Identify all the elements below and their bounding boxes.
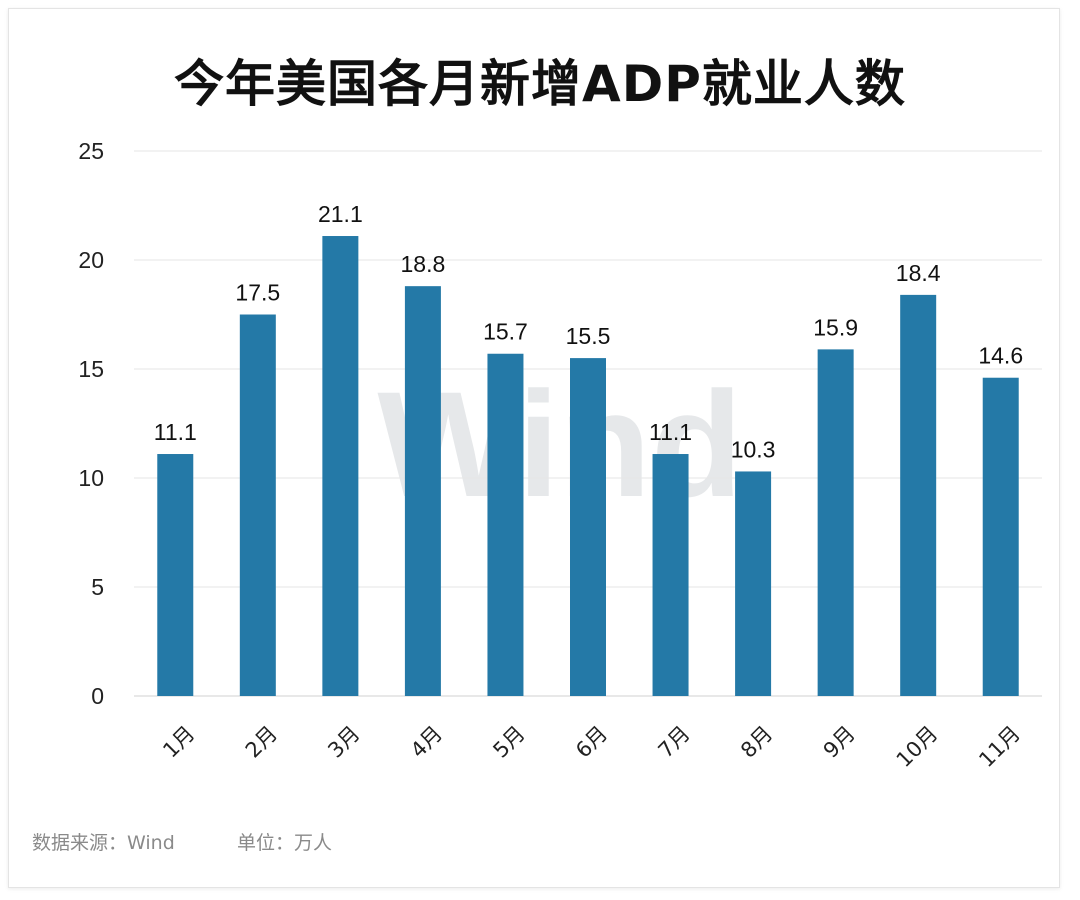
data-label: 11.1 [154, 419, 197, 445]
bar [157, 454, 194, 696]
y-tick-label: 10 [78, 465, 104, 491]
data-label: 15.7 [483, 319, 528, 345]
data-label: 10.3 [731, 436, 776, 462]
y-tick-label: 25 [78, 138, 104, 164]
bar [900, 294, 937, 696]
data-label: 18.8 [401, 251, 446, 277]
y-tick-label: 15 [78, 356, 104, 382]
data-label: 17.5 [235, 280, 280, 306]
x-category-label: 7月 [654, 721, 695, 762]
x-category-label: 10月 [892, 721, 943, 772]
bar [322, 236, 359, 696]
unit-note: 单位：万人 [237, 832, 333, 854]
source-note: 数据来源：Wind [32, 832, 175, 854]
bars [157, 236, 1019, 696]
bar [982, 377, 1019, 696]
x-category-label: 11月 [974, 721, 1025, 772]
data-label: 11.1 [649, 419, 692, 445]
x-category-label: 8月 [736, 721, 777, 762]
bar [817, 349, 854, 696]
x-category-label: 3月 [323, 721, 364, 762]
data-labels: 11.1 17.5 21.1 18.8 15.7 15.5 11.1 10.3 15.9 18.4… [154, 201, 1023, 462]
data-label: 18.4 [896, 260, 941, 286]
bar [652, 454, 689, 696]
bar [487, 353, 524, 696]
bar [570, 358, 606, 696]
bar [735, 471, 772, 696]
y-tick-label: 0 [91, 683, 104, 709]
x-category-label: 5月 [488, 721, 529, 762]
data-label: 15.9 [813, 314, 858, 340]
y-tick-label: 5 [91, 574, 104, 600]
y-tick-label: 20 [78, 247, 104, 273]
data-label: 15.5 [566, 323, 611, 349]
chart-card [8, 8, 1060, 888]
y-axis-ticks: 0 5 10 15 20 25 [78, 138, 104, 709]
x-category-label: 4月 [406, 721, 447, 762]
x-axis-categories: 1月 2月 3月 4月 5月 6月 7月 8月 9月 10月 11月 [158, 721, 1025, 772]
bar [239, 314, 276, 696]
bar [404, 286, 441, 696]
x-category-label: 1月 [158, 721, 199, 762]
chart-title: 今年美国各月新增ADP就业人数 [174, 55, 906, 113]
data-label: 21.1 [318, 201, 363, 227]
x-category-label: 2月 [241, 721, 282, 762]
x-category-label: 9月 [819, 721, 860, 762]
data-label: 14.6 [978, 343, 1023, 369]
x-category-label: 6月 [571, 721, 612, 762]
